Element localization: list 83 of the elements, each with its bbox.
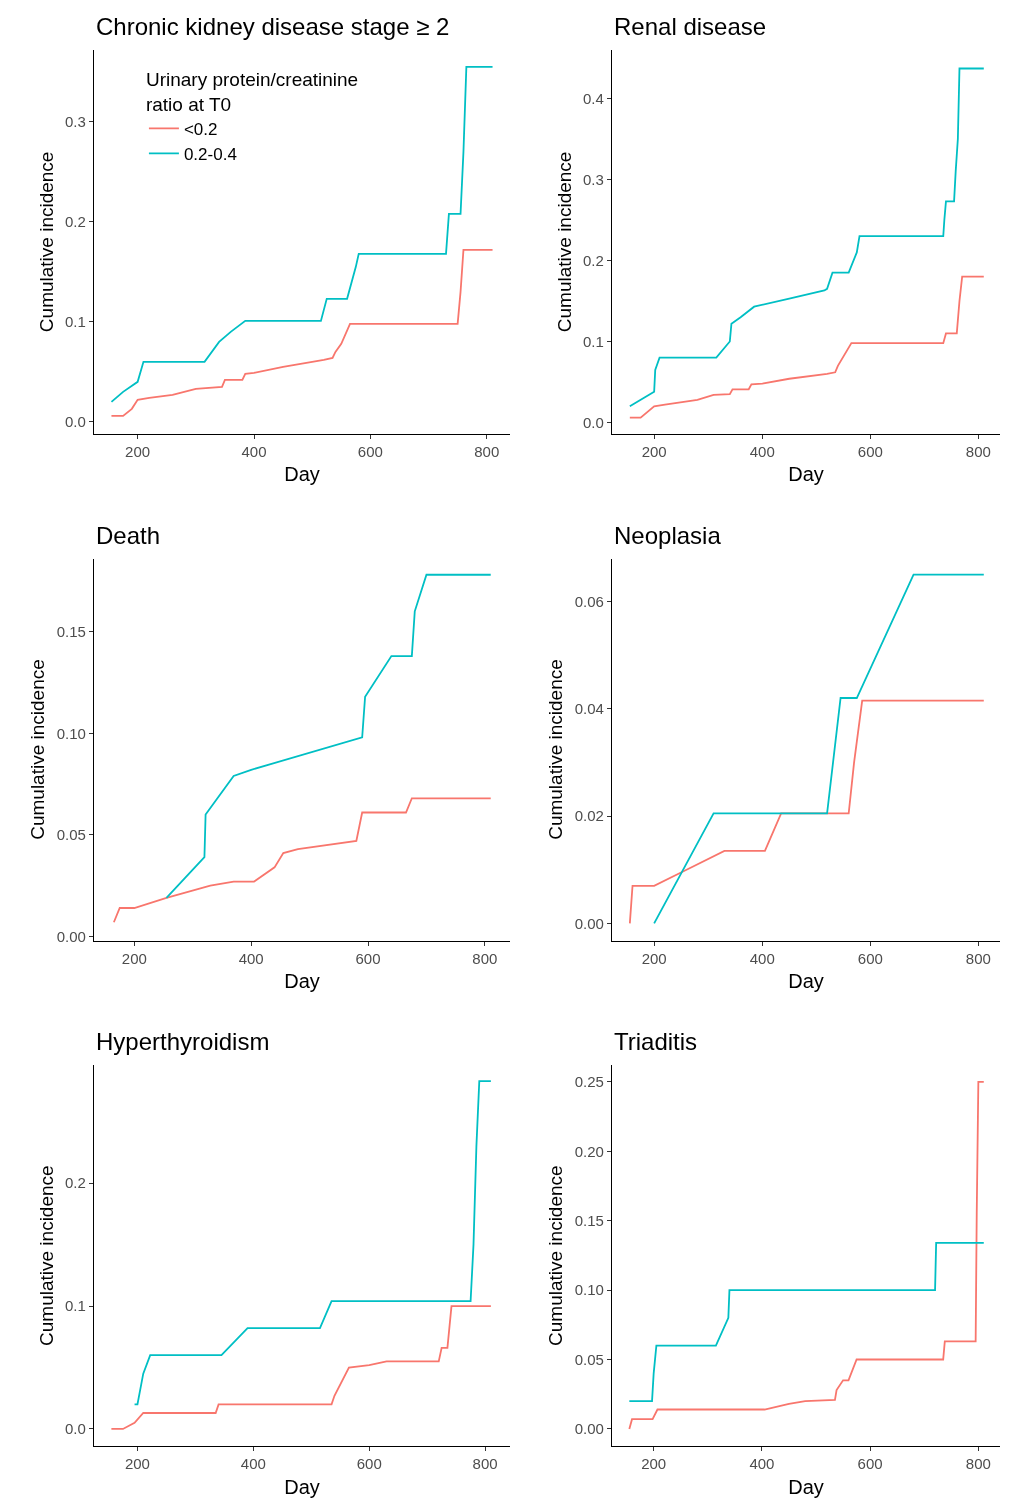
y-tick-label: 0.3 (582, 170, 604, 188)
line-series (653, 573, 985, 925)
y-tick-label: 0.20 (574, 1142, 604, 1160)
y-axis-title: Cumulative incidence (553, 151, 575, 333)
y-tick-label: 0.10 (56, 724, 86, 742)
chart-title: Renal disease (614, 13, 767, 40)
y-tick-label: 0.2 (64, 213, 86, 231)
x-tick-label: 800 (965, 949, 991, 967)
x-tick-label: 200 (641, 443, 667, 460)
x-axis-title: Day (788, 463, 824, 486)
line-series (628, 275, 985, 419)
line-series (110, 1305, 492, 1430)
x-tick-label: 200 (121, 949, 147, 967)
x-tick-label: 400 (749, 949, 775, 967)
legend-label: <0.2 (183, 119, 218, 139)
x-tick-label: 400 (238, 949, 264, 967)
x-tick-label: 800 (965, 1455, 991, 1473)
y-tick-label: 0.1 (582, 332, 604, 350)
y-tick-label: 0.15 (574, 1211, 604, 1229)
x-tick-label: 600 (857, 1455, 883, 1473)
x-tick-label: 200 (641, 949, 667, 967)
y-axis-title: Cumulative incidence (545, 1165, 567, 1346)
y-tick-label: 0.2 (64, 1174, 86, 1192)
x-tick-label: 200 (124, 1455, 150, 1473)
x-tick-label: 400 (241, 443, 267, 460)
x-tick-label: 600 (356, 1455, 382, 1473)
y-tick-label: 0.0 (582, 413, 604, 431)
chart-title: Neoplasia (614, 522, 722, 549)
x-tick-label: 600 (355, 949, 381, 967)
legend-label: 0.2-0.4 (183, 145, 237, 165)
x-tick-label: 600 (857, 443, 883, 460)
y-tick-label: 0.02 (574, 807, 604, 825)
y-tick-label: 0.05 (574, 1350, 604, 1368)
line-series (165, 573, 492, 899)
y-tick-label: 0.06 (574, 592, 604, 610)
line-series (628, 1241, 985, 1403)
line-series (110, 248, 494, 417)
y-tick-label: 0.2 (582, 251, 604, 269)
y-tick-label: 0.25 (574, 1073, 604, 1091)
y-tick-label: 0.15 (56, 622, 86, 640)
y-tick-label: 0.00 (56, 927, 86, 945)
x-tick-label: 800 (965, 443, 991, 460)
x-axis-title: Day (788, 970, 824, 993)
x-tick-label: 600 (357, 443, 383, 460)
y-tick-label: 0.3 (64, 113, 86, 131)
y-tick-label: 0.04 (574, 699, 604, 717)
line-series (112, 797, 492, 924)
legend-title: Urinary protein/creatinine ratio at T0 (145, 69, 359, 115)
x-axis-title: Day (284, 463, 320, 486)
y-axis-title: Cumulative incidence (35, 1165, 57, 1346)
chart-title: Death (96, 522, 161, 549)
x-tick-label: 400 (240, 1455, 266, 1473)
y-tick-label: 0.0 (64, 413, 86, 431)
x-tick-label: 200 (125, 443, 151, 460)
y-tick-label: 0.0 (64, 1420, 86, 1438)
y-tick-label: 0.00 (574, 914, 604, 932)
x-axis-title: Day (284, 970, 320, 993)
y-tick-label: 0.4 (582, 89, 604, 107)
y-axis-title: Cumulative incidence (545, 659, 567, 840)
y-axis-title: Cumulative incidence (27, 659, 49, 840)
line-series (133, 1080, 492, 1406)
x-tick-label: 800 (474, 443, 500, 460)
line-series (110, 65, 494, 403)
x-tick-label: 200 (641, 1455, 667, 1473)
x-axis-title: Day (284, 1475, 320, 1498)
y-axis-title: Cumulative incidence (35, 151, 57, 333)
x-tick-label: 600 (857, 949, 883, 967)
y-tick-label: 0.1 (64, 1297, 86, 1315)
x-axis-title: Day (788, 1475, 824, 1498)
line-series (628, 1080, 985, 1430)
x-tick-label: 400 (749, 1455, 775, 1473)
line-series (628, 699, 985, 925)
y-tick-label: 0.05 (56, 826, 86, 844)
x-tick-label: 800 (472, 1455, 498, 1473)
x-tick-label: 800 (472, 949, 498, 967)
chart-title: Hyperthyroidism (96, 1028, 270, 1055)
y-tick-label: 0.1 (64, 313, 86, 331)
y-tick-label: 0.00 (574, 1420, 604, 1438)
x-tick-label: 400 (749, 443, 775, 460)
chart-title: Chronic kidney disease stage ≥ 2 (96, 13, 450, 40)
line-series (628, 67, 985, 408)
chart-title: Triaditis (614, 1028, 698, 1055)
y-tick-label: 0.10 (574, 1281, 604, 1299)
